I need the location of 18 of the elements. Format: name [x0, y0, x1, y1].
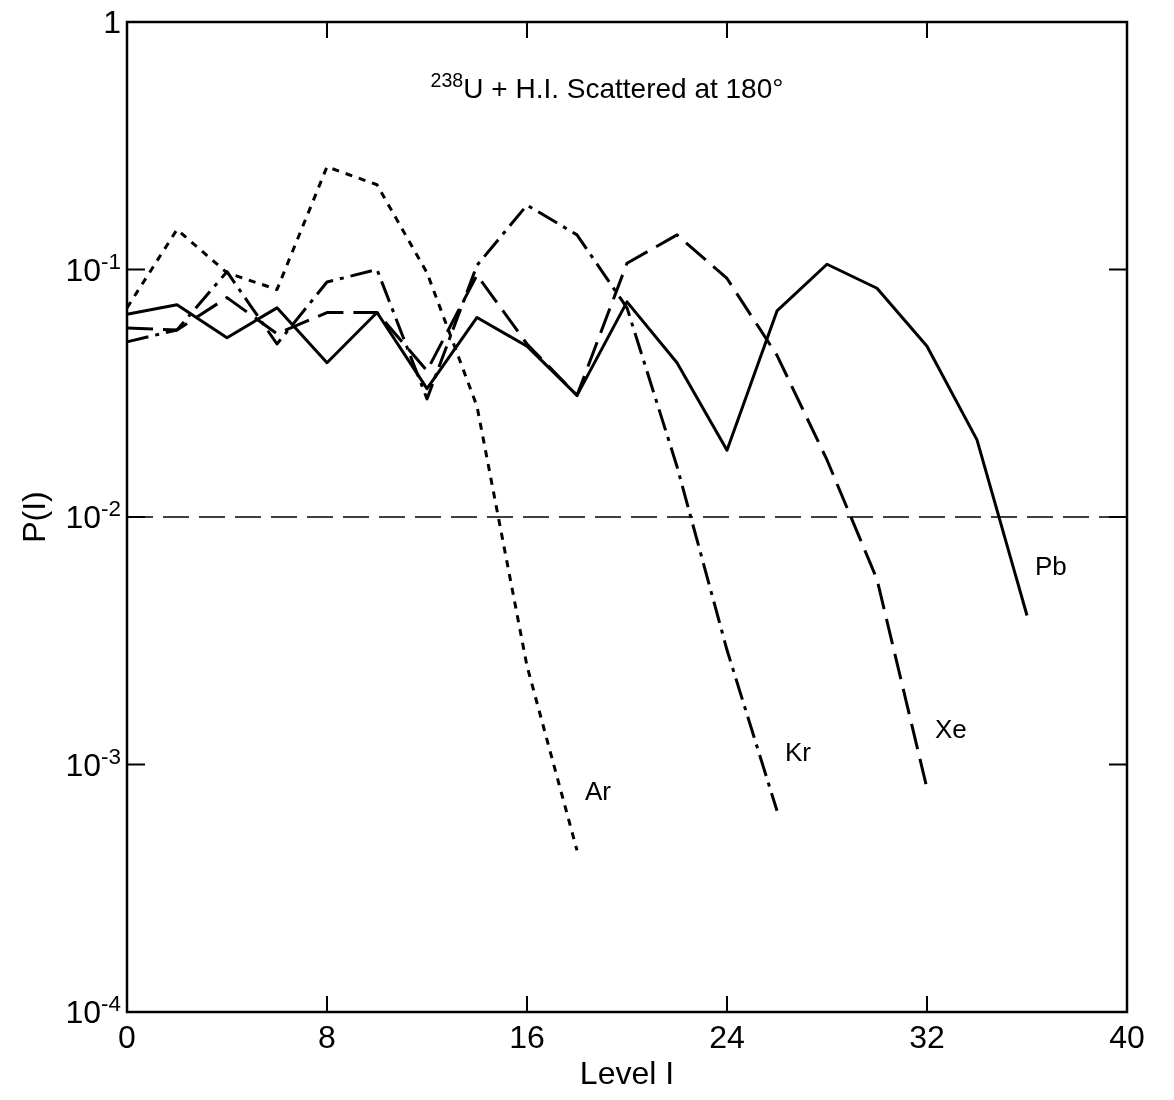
x-tick-label: 24: [709, 1019, 745, 1055]
y-tick-label: 10$^{-3}$: [65, 743, 121, 783]
series-label: Pb: [1035, 551, 1067, 582]
x-tick-label: 0: [118, 1019, 136, 1055]
text: $^{238}$U + H.I. Scattered at 180°: [430, 69, 784, 104]
x-tick-label: 16: [509, 1019, 545, 1055]
x-axis-title: Level I: [579, 1055, 675, 1091]
x-tick-label: 32: [909, 1019, 945, 1055]
y-tick-label: 10$^{-4}$: [65, 990, 121, 1030]
y-tick-label: 10$^{-1}$: [65, 248, 121, 288]
x-tick-label: 40: [1109, 1019, 1145, 1055]
series-label: Xe: [935, 714, 967, 745]
y-tick-label: 10$^{-2}$: [65, 495, 121, 535]
y-axis-title: P(I): [16, 491, 52, 543]
y-tick-label: 1: [103, 4, 121, 40]
x-tick-label: 8: [318, 1019, 336, 1055]
series-label: Kr: [785, 736, 812, 767]
series-label: Ar: [585, 776, 612, 807]
